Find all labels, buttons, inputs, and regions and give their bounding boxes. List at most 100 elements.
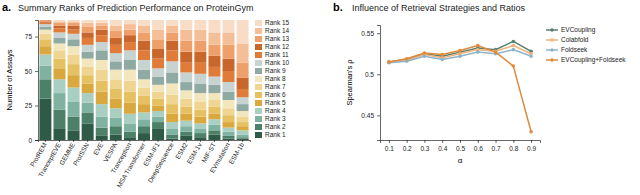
marker — [512, 64, 516, 68]
bar-segment — [124, 50, 136, 60]
bar-segment — [124, 103, 136, 114]
bar-segment — [223, 132, 235, 136]
tick-mark — [377, 33, 380, 34]
bar-segment — [223, 59, 235, 71]
bar-segment — [53, 129, 65, 140]
bar-segment — [223, 136, 235, 139]
tick-mark — [496, 140, 497, 143]
bar-segment — [138, 133, 150, 140]
bar-segment — [68, 39, 80, 46]
bar-segment — [166, 114, 178, 122]
bar-segment — [82, 112, 94, 123]
tick-mark — [59, 140, 60, 142]
bar-segment — [237, 117, 249, 123]
legend-label: Rank 13 — [265, 35, 290, 42]
legend-label: Rank 5 — [265, 99, 286, 106]
tick: EVE — [92, 140, 105, 156]
bar-segment — [110, 89, 122, 99]
line — [389, 50, 531, 63]
y-axis-title: Spearman's ρ — [345, 59, 354, 105]
bar-segment — [110, 126, 122, 134]
bar-segment — [237, 134, 249, 137]
bar-segment — [180, 52, 192, 63]
bar-segment — [237, 63, 249, 78]
legend-swatch — [255, 92, 262, 98]
legend-swatch — [255, 44, 262, 50]
bar-segment — [152, 30, 164, 40]
marker — [476, 50, 480, 54]
bar-segment — [68, 54, 80, 64]
tick: 50 — [25, 68, 38, 75]
bar-segment — [110, 31, 122, 38]
bar-segment — [152, 111, 164, 117]
legend-swatch — [255, 20, 262, 26]
bar-segment — [82, 23, 94, 27]
series — [39, 79, 248, 138]
series — [39, 30, 248, 117]
tick: 0.1 — [385, 140, 394, 152]
legend-swatch — [255, 28, 262, 34]
bar-segment — [194, 63, 206, 74]
tick-label: 75 — [25, 33, 33, 40]
tick-mark — [424, 140, 425, 143]
legend-label: Rank 6 — [265, 91, 286, 98]
tick-label: 0.7 — [492, 145, 501, 152]
bar-segment — [82, 52, 94, 59]
bar-segment — [96, 136, 108, 140]
bar-segment — [208, 32, 220, 44]
bar-segment — [152, 122, 164, 129]
bar-segment — [68, 88, 80, 102]
tick-label: 0.45 — [361, 112, 374, 119]
series — [39, 24, 248, 104]
tick-mark — [531, 140, 532, 143]
bar-segment — [110, 79, 122, 89]
bar-segment — [110, 99, 122, 109]
bar-segment — [208, 130, 220, 134]
bar-segment — [237, 139, 249, 140]
bar-segment — [138, 32, 150, 40]
bar-segment — [237, 104, 249, 111]
bar-segment — [39, 99, 51, 140]
bar-segment — [180, 126, 192, 132]
legend-label: Rank 14 — [265, 27, 290, 34]
bar-segment — [237, 137, 249, 138]
bar-segment — [208, 45, 220, 56]
marker — [387, 60, 391, 64]
tick: 0.45 — [361, 112, 380, 119]
bar-segment — [124, 20, 136, 24]
x-axis-title: α — [458, 156, 463, 165]
marker — [387, 61, 391, 65]
bar-segment — [152, 20, 164, 30]
bar-segment — [180, 90, 192, 98]
bar-segment — [180, 72, 192, 82]
bar-segment — [82, 45, 94, 52]
bar-segment — [223, 139, 235, 140]
series — [53, 20, 248, 43]
bar-segment — [68, 30, 80, 34]
bar-segment — [39, 20, 51, 21]
plot-area — [387, 40, 533, 134]
line — [389, 41, 531, 62]
bar-segment — [124, 132, 136, 138]
bar-segment — [39, 54, 51, 65]
tick: 0.8 — [509, 140, 518, 152]
tick-label: 0.1 — [385, 145, 394, 152]
bar-segment — [110, 45, 122, 53]
tick-mark — [129, 140, 130, 142]
bar-segment — [124, 114, 136, 124]
series — [39, 34, 248, 122]
bar-segment — [53, 93, 65, 110]
tick-label: 0.5 — [456, 145, 465, 152]
legend-label: EVCoupling+Foldseek — [561, 56, 626, 64]
series — [39, 99, 248, 140]
marker — [387, 60, 391, 64]
bar-segment — [180, 121, 192, 127]
legend-marker — [550, 38, 554, 42]
legend-label: Rank 9 — [265, 67, 286, 74]
bar-segment — [68, 34, 80, 40]
bar-segment — [223, 32, 235, 44]
bar-segment — [166, 134, 178, 138]
bar-segment — [194, 133, 206, 137]
tick-mark — [442, 140, 443, 143]
bar-segment — [96, 104, 108, 116]
